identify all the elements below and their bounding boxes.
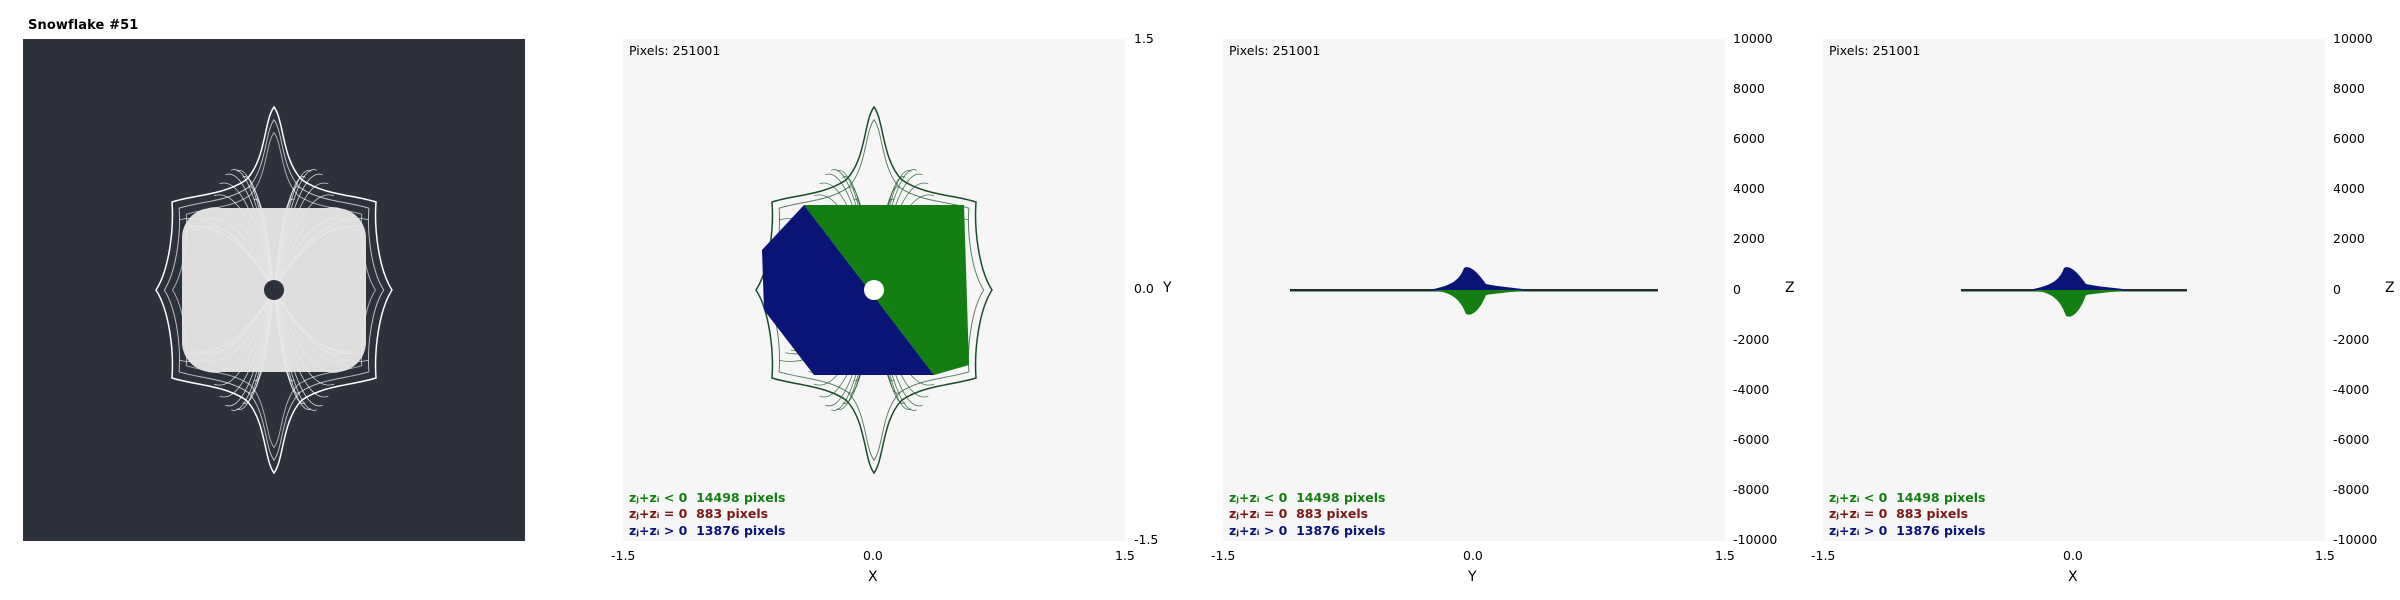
xz-pixels-count: Pixels: 251001	[1829, 43, 1921, 58]
z-tick-label: -10000	[2333, 532, 2378, 547]
legend-zero-value: 883 pixels	[1896, 506, 1969, 521]
xy-y-axis-title: Y	[1163, 280, 1172, 296]
legend-positive-value: 13876 pixels	[1896, 522, 1986, 538]
z-tick-label: 6000	[2333, 131, 2365, 147]
yz-x-axis-title: Y	[1468, 569, 1477, 585]
xy-projection-image	[755, 105, 993, 475]
xz-x-tick-max: 1.5	[2315, 548, 2335, 563]
legend-positive: zⱼ+zᵢ > 0 13876 pixels	[1829, 523, 1985, 540]
legend-positive-label: zⱼ+zᵢ > 0	[629, 522, 688, 538]
legend-negative: zⱼ+zᵢ < 0 14498 pixels	[629, 490, 785, 507]
legend-zero: zⱼ+zᵢ = 0 883 pixels	[629, 506, 785, 523]
z-tick-label: -6000	[1733, 431, 1770, 447]
snowflake-canvas	[23, 39, 525, 541]
legend-negative: zⱼ+zᵢ < 0 14498 pixels	[1829, 490, 1985, 507]
legend-positive: zⱼ+zᵢ > 0 13876 pixels	[629, 523, 785, 540]
xy-outline	[755, 105, 993, 475]
z-tick-label: 8000	[2333, 81, 2365, 97]
z-tick-label: 8000	[1733, 81, 1765, 97]
yz-x-tick-min: -1.5	[1211, 548, 1236, 563]
xy-x-axis-title: X	[868, 569, 878, 585]
legend-positive: zⱼ+zᵢ > 0 13876 pixels	[1229, 523, 1385, 540]
z-tick-label: 6000	[1733, 131, 1765, 147]
z-negative-dip	[2034, 290, 2124, 317]
z-tick-label: -8000	[2333, 481, 2370, 497]
yz-x-tick-max: 1.5	[1715, 548, 1735, 563]
yz-x-tick-mid: 0.0	[1463, 548, 1483, 563]
legend-zero-label: zⱼ+zᵢ = 0	[1829, 506, 1888, 521]
z-tick-label: 10000	[1733, 31, 1773, 46]
legend-zero-label: zⱼ+zᵢ = 0	[629, 506, 688, 521]
legend-negative-label: zⱼ+zᵢ < 0	[1229, 489, 1288, 505]
yz-z-axis-title: Z	[1785, 280, 1795, 296]
xy-y-tick-min: -1.5	[1134, 532, 1159, 547]
flake-hole	[264, 280, 284, 300]
z-tick-label: 0	[1733, 281, 1741, 297]
legend-zero: zⱼ+zᵢ = 0 883 pixels	[1829, 506, 1985, 523]
z-tick-label: 2000	[1733, 231, 1765, 247]
flake-outline-inner	[163, 118, 385, 462]
xz-x-tick-mid: 0.0	[2063, 548, 2083, 563]
legend-negative-value: 14498 pixels	[1296, 489, 1386, 505]
z-tick-label: 2000	[2333, 231, 2365, 247]
legend-negative-value: 14498 pixels	[696, 489, 786, 505]
xy-outline-inner	[763, 118, 985, 462]
legend-positive-value: 13876 pixels	[696, 522, 786, 538]
xy-positive-region	[762, 205, 934, 375]
legend-zero: zⱼ+zᵢ = 0 883 pixels	[1229, 506, 1385, 523]
xy-negative-region	[804, 205, 969, 375]
xy-y-tick-mid: 0.0	[1134, 281, 1154, 296]
z-tick-label: -2000	[2333, 331, 2370, 347]
z-tick-label: 4000	[1733, 181, 1765, 197]
xz-z-axis-title: Z	[2385, 280, 2395, 296]
z-tick-label: -10000	[1733, 532, 1778, 547]
xy-x-tick-max: 1.5	[1115, 548, 1135, 563]
z-tick-label: -8000	[1733, 481, 1770, 497]
z-tick-label: -4000	[1733, 381, 1770, 397]
xy-plot: Pixels: 251001 zⱼ+zᵢ < 0 14498 pixels zⱼ…	[623, 39, 1125, 541]
xz-legend: zⱼ+zᵢ < 0 14498 pixels zⱼ+zᵢ = 0 883 pix…	[1829, 490, 1985, 540]
z-tick-label: 4000	[2333, 181, 2365, 197]
xy-pixels-count: Pixels: 251001	[629, 43, 721, 58]
z-tick-label: -6000	[2333, 431, 2370, 447]
z-positive-bump	[1429, 267, 1529, 290]
legend-positive-value: 13876 pixels	[1296, 522, 1386, 538]
legend-negative-label: zⱼ+zᵢ < 0	[1829, 489, 1888, 505]
xy-y-tick-max: 1.5	[1134, 31, 1154, 46]
snowflake-image	[155, 105, 393, 475]
xy-x-tick-min: -1.5	[611, 548, 636, 563]
xz-x-axis-title: X	[2068, 569, 2078, 585]
z-tick-label: 0	[2333, 281, 2341, 297]
xz-plot: Pixels: 251001 zⱼ+zᵢ < 0 14498 pixels zⱼ…	[1823, 39, 2325, 541]
yz-legend: zⱼ+zᵢ < 0 14498 pixels zⱼ+zᵢ = 0 883 pix…	[1229, 490, 1385, 540]
xz-x-tick-min: -1.5	[1811, 548, 1836, 563]
xy-legend: zⱼ+zᵢ < 0 14498 pixels zⱼ+zᵢ = 0 883 pix…	[629, 490, 785, 540]
z-negative-dip	[1434, 290, 1524, 315]
legend-positive-label: zⱼ+zᵢ > 0	[1229, 522, 1288, 538]
flake-outline	[155, 105, 393, 475]
xy-x-tick-mid: 0.0	[863, 548, 883, 563]
legend-zero-label: zⱼ+zᵢ = 0	[1229, 506, 1288, 521]
legend-negative-label: zⱼ+zᵢ < 0	[629, 489, 688, 505]
legend-negative-value: 14498 pixels	[1896, 489, 1986, 505]
z-positive-bump	[2029, 267, 2129, 290]
xz-projection-image	[1961, 267, 2187, 317]
yz-plot: Pixels: 251001 zⱼ+zᵢ < 0 14498 pixels zⱼ…	[1223, 39, 1725, 541]
xy-hole	[864, 280, 884, 300]
yz-pixels-count: Pixels: 251001	[1229, 43, 1321, 58]
z-tick-label: -4000	[2333, 381, 2370, 397]
legend-zero-value: 883 pixels	[1296, 506, 1369, 521]
z-tick-label: 10000	[2333, 31, 2373, 46]
legend-positive-label: zⱼ+zᵢ > 0	[1829, 522, 1888, 538]
z-tick-label: -2000	[1733, 331, 1770, 347]
yz-projection-image	[1290, 267, 1658, 315]
snowflake-title: Snowflake #51	[28, 18, 139, 33]
legend-zero-value: 883 pixels	[696, 506, 769, 521]
flake-outline-inner	[171, 131, 377, 449]
legend-negative: zⱼ+zᵢ < 0 14498 pixels	[1229, 490, 1385, 507]
